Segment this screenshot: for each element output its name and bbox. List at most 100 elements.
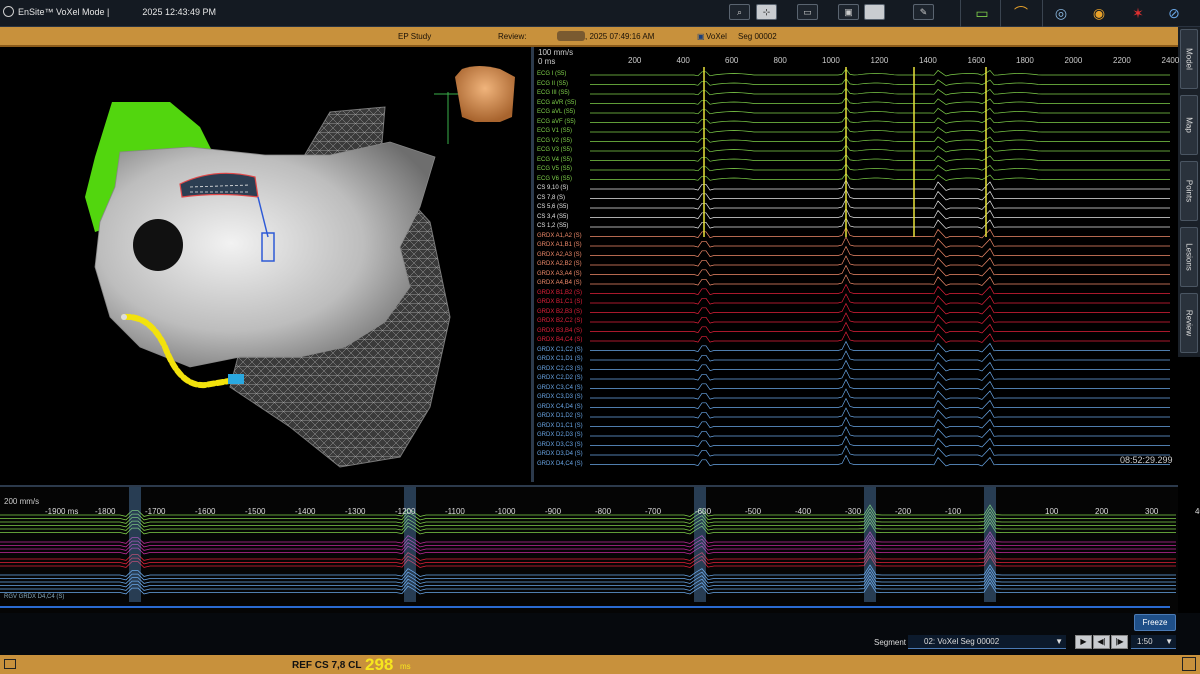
tab-points[interactable]: Points — [1180, 161, 1198, 221]
heart-model-svg[interactable] — [0, 47, 531, 482]
channel-label[interactable]: GRDX B3,B4 (S) — [537, 327, 583, 334]
egm-trace — [590, 369, 1170, 381]
channel-label[interactable]: GRDX A1,B1 (S) — [537, 242, 582, 248]
timeline-tick: -500 — [745, 507, 762, 516]
play-button[interactable]: ▶ — [1075, 635, 1092, 649]
channel-label[interactable]: ECG III (S5) — [537, 90, 570, 96]
channel-label[interactable]: ECG V1 (S5) — [537, 128, 573, 134]
channel-label[interactable]: GRDX D2,D3 (S) — [537, 432, 583, 438]
time-tick: 1800 — [1016, 56, 1034, 65]
channel-label[interactable]: CS 7,8 (S) — [537, 194, 566, 201]
channel-label[interactable]: GRDX C1,C2 (S) — [537, 346, 583, 353]
channel-label[interactable]: GRDX C3,C4 (S) — [537, 384, 583, 391]
timeline-trace — [0, 555, 1176, 568]
toolbar-separator — [1000, 0, 1001, 27]
timeline-trace — [0, 564, 1176, 577]
channel-label[interactable]: ECG V2 (S5) — [537, 137, 573, 144]
timeline-trace — [0, 574, 1176, 588]
settings-icon[interactable] — [4, 659, 16, 669]
time-tick: 1200 — [870, 56, 889, 65]
channel-label[interactable]: GRDX D3,C3 (S) — [537, 441, 583, 448]
tab-model[interactable]: Model — [1180, 29, 1198, 89]
panel-divider[interactable] — [531, 47, 534, 482]
timeline-trace — [0, 581, 1176, 595]
channel-label[interactable]: GRDX D4,C4 (S) — [537, 460, 583, 467]
magnify-button[interactable]: ⌕ — [729, 4, 750, 20]
channel-label[interactable]: GRDX D1,D2 (S) — [537, 413, 583, 419]
step-back-button[interactable]: ◀| — [1093, 635, 1110, 649]
channel-label[interactable]: ECG V4 (S5) — [537, 156, 573, 163]
timeline-tick: -200 — [895, 507, 912, 516]
timeline-tick: -1800 — [95, 507, 116, 516]
timeline-trace — [0, 538, 1176, 551]
channel-label[interactable]: GRDX B4,C4 (S) — [537, 337, 583, 343]
catheter-icon[interactable]: ⌒ — [1014, 5, 1028, 21]
channel-label[interactable]: GRDX A4,B4 (S) — [537, 280, 582, 286]
egm-trace — [590, 68, 1170, 77]
time-tick: 400 — [676, 56, 690, 65]
lesion-icon[interactable]: ✶ — [1132, 5, 1144, 21]
compare-button[interactable]: ▣ — [838, 4, 859, 20]
channel-label[interactable]: ECG aVF (S5) — [537, 118, 576, 125]
select-button[interactable]: ⊹ — [756, 4, 777, 20]
channel-label[interactable]: ECG V6 (S5) — [537, 175, 573, 182]
channel-label[interactable]: GRDX A3,A4 (S) — [537, 270, 582, 277]
eye-view-icon[interactable]: ◎ — [1054, 5, 1068, 21]
channel-label[interactable]: ECG V5 (S5) — [537, 166, 573, 172]
review-timeline[interactable] — [0, 485, 1178, 613]
channel-label[interactable]: ECG II (S5) — [537, 80, 569, 87]
edit-button[interactable]: ✎ — [913, 4, 934, 20]
egm-trace — [590, 245, 1170, 258]
compass-icon[interactable]: ⊘ — [1168, 5, 1180, 21]
map-icon[interactable]: ◉ — [1092, 5, 1106, 21]
time-tick: 800 — [773, 56, 787, 65]
step-forward-button[interactable]: |▶ — [1111, 635, 1128, 649]
freeze-button[interactable]: Freeze — [1134, 614, 1176, 631]
tab-review[interactable]: Review — [1180, 293, 1198, 353]
timeline-trace — [0, 521, 1176, 535]
segment-select[interactable]: 02: VoXel Seg 00002 ▼ — [908, 635, 1066, 649]
blank-button[interactable] — [864, 4, 885, 20]
timeline-trace — [0, 551, 1176, 565]
channel-label[interactable]: GRDX C2,D2 (S) — [537, 375, 583, 381]
egm-trace — [590, 96, 1170, 105]
channel-label[interactable]: ECG aVR (S5) — [537, 99, 577, 106]
channel-label[interactable]: CS 1,2 (S5) — [537, 223, 569, 229]
channel-label[interactable]: CS 5,6 (S5) — [537, 204, 569, 210]
channel-label[interactable]: ECG aVL (S5) — [537, 109, 576, 115]
tab-map[interactable]: Map — [1180, 95, 1198, 155]
egm-trace — [590, 454, 1170, 467]
egm-trace — [590, 274, 1170, 286]
layout-grid-icon[interactable] — [1182, 657, 1196, 671]
channel-label[interactable]: CS 9,10 (S) — [537, 185, 569, 191]
channel-label[interactable]: CS 3,4 (S5) — [537, 213, 569, 220]
egm-traces-svg — [590, 67, 1170, 467]
monitor-icon[interactable]: ▭ — [975, 5, 989, 21]
channel-label[interactable]: GRDX B2,B3 (S) — [537, 308, 583, 315]
channel-label[interactable]: ECG V3 (S5) — [537, 147, 573, 153]
channel-label[interactable]: GRDX C1,D1 (S) — [537, 356, 583, 362]
speed-select[interactable]: 1:50 ▼ — [1131, 635, 1176, 649]
capture-button[interactable]: ▭ — [797, 4, 818, 20]
anatomy-3d-view[interactable] — [0, 47, 531, 482]
channel-label[interactable]: GRDX D3,D4 (S) — [537, 451, 583, 457]
egm-trace — [590, 134, 1170, 143]
egm-waveform-view[interactable] — [534, 47, 1178, 482]
channel-label[interactable]: GRDX C3,D3 (S) — [537, 394, 583, 400]
channel-label[interactable]: GRDX D1,C1 (S) — [537, 422, 583, 429]
egm-trace — [590, 445, 1170, 457]
timeline-channel-label: RGV GRDX D4,C4 (S) — [4, 594, 65, 600]
channel-label[interactable]: GRDX B1,B2 (S) — [537, 289, 583, 296]
egm-trace — [590, 172, 1170, 181]
channel-label[interactable]: GRDX A1,A2 (S) — [537, 232, 582, 239]
channel-label[interactable]: GRDX A2,A3 (S) — [537, 251, 582, 258]
channel-label[interactable]: GRDX A2,B2 (S) — [537, 261, 582, 267]
egm-trace — [590, 350, 1170, 362]
channel-label[interactable]: GRDX B2,C2 (S) — [537, 318, 583, 324]
egm-trace — [590, 340, 1170, 353]
tab-lesions[interactable]: Lesions — [1180, 227, 1198, 287]
channel-label[interactable]: ECG I (S5) — [537, 71, 567, 77]
channel-label[interactable]: GRDX B1,C1 (S) — [537, 299, 583, 305]
channel-label[interactable]: GRDX C4,D4 (S) — [537, 403, 583, 410]
channel-label[interactable]: GRDX C2,C3 (S) — [537, 365, 583, 372]
